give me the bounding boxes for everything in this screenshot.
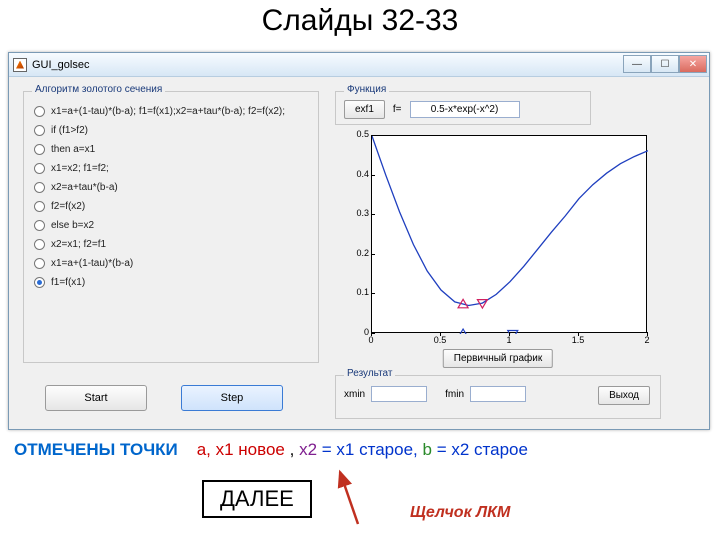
window-title: GUI_golsec <box>32 59 89 71</box>
exit-button[interactable]: Выход <box>598 386 650 405</box>
radio-icon <box>34 201 45 212</box>
algo-radio-2[interactable]: then a=x1 <box>34 144 308 155</box>
close-button[interactable]: ✕ <box>679 55 707 73</box>
ytick-label: 0.1 <box>339 287 369 297</box>
plot-area: Первичный график 00.10.20.30.40.500.511.… <box>335 131 661 367</box>
algo-radio-label: x1=a+(1-tau)*(b-a) <box>51 258 133 269</box>
algo-radio-8[interactable]: x1=a+(1-tau)*(b-a) <box>34 258 308 269</box>
function-panel: Функция exf1 f= 0.5-x*exp(-x^2) <box>335 91 591 125</box>
anno-prefix: ОТМЕЧЕНЫ ТОЧКИ <box>14 440 178 459</box>
anno-x1new: x1 новое <box>216 440 285 459</box>
radio-icon <box>34 182 45 193</box>
algo-radio-label: if (f1>f2) <box>51 125 88 136</box>
algo-radio-1[interactable]: if (f1>f2) <box>34 125 308 136</box>
anno-b: b <box>422 440 431 459</box>
ytick-label: 0.2 <box>339 248 369 258</box>
radio-icon <box>34 258 45 269</box>
minimize-button[interactable]: — <box>623 55 651 73</box>
function-expr-input[interactable]: 0.5-x*exp(-x^2) <box>410 101 520 118</box>
xmin-input[interactable] <box>371 386 427 402</box>
algo-radio-7[interactable]: x2=x1; f2=f1 <box>34 239 308 250</box>
matlab-icon <box>13 58 27 72</box>
algo-radio-4[interactable]: x2=a+tau*(b-a) <box>34 182 308 193</box>
ytick-label: 0.3 <box>339 208 369 218</box>
algo-radio-label: f1=f(x1) <box>51 277 85 288</box>
xtick-label: 2 <box>632 335 662 345</box>
ytick-label: 0.5 <box>339 129 369 139</box>
xtick-label: 1.5 <box>563 335 593 345</box>
start-button[interactable]: Start <box>45 385 147 411</box>
client-area: Алгоритм золотого сечения x1=a+(1-tau)*(… <box>9 77 709 429</box>
algo-radio-label: else b=x2 <box>51 220 94 231</box>
next-button[interactable]: ДАЛЕЕ <box>202 480 312 518</box>
algo-radio-6[interactable]: else b=x2 <box>34 220 308 231</box>
primary-plot-button[interactable]: Первичный график <box>443 349 553 368</box>
fmin-label: fmin <box>445 389 464 400</box>
result-legend: Результат <box>344 368 395 379</box>
click-lmb-label: Щелчок ЛКМ <box>410 504 510 522</box>
algo-radio-label: x1=x2; f1=f2; <box>51 163 109 174</box>
function-legend: Функция <box>344 84 389 95</box>
radio-icon <box>34 125 45 136</box>
axes <box>371 135 647 333</box>
algo-radio-label: x1=a+(1-tau)*(b-a); f1=f(x1);x2=a+tau*(b… <box>51 106 285 117</box>
xtick-label: 0.5 <box>425 335 455 345</box>
xtick-label: 0 <box>356 335 386 345</box>
radio-icon <box>34 239 45 250</box>
algo-radio-5[interactable]: f2=f(x2) <box>34 201 308 212</box>
titlebar: GUI_golsec — ☐ ✕ <box>9 53 709 77</box>
algo-radio-9[interactable]: f1=f(x1) <box>34 277 308 288</box>
result-panel: Результат xmin fmin Выход <box>335 375 661 419</box>
anno-x2: x2 <box>299 440 317 459</box>
exf1-button[interactable]: exf1 <box>344 100 385 119</box>
algo-radio-label: f2=f(x2) <box>51 201 85 212</box>
algo-radio-3[interactable]: x1=x2; f1=f2; <box>34 163 308 174</box>
radio-icon <box>34 277 45 288</box>
anno-eq: = x1 старое, <box>322 440 423 459</box>
slide-title: Слайды 32-33 <box>0 4 720 38</box>
xmin-label: xmin <box>344 389 365 400</box>
anno-rest: = x2 старое <box>437 440 528 459</box>
plot-svg <box>372 136 648 334</box>
f-label: f= <box>393 104 402 115</box>
app-window: GUI_golsec — ☐ ✕ Алгоритм золотого сечен… <box>8 52 710 430</box>
algorithm-legend: Алгоритм золотого сечения <box>32 84 165 95</box>
radio-icon <box>34 220 45 231</box>
algorithm-radio-list: x1=a+(1-tau)*(b-a); f1=f(x1);x2=a+tau*(b… <box>24 92 318 304</box>
radio-icon <box>34 106 45 117</box>
radio-icon <box>34 163 45 174</box>
radio-icon <box>34 144 45 155</box>
ytick-label: 0.4 <box>339 169 369 179</box>
algorithm-panel: Алгоритм золотого сечения x1=a+(1-tau)*(… <box>23 91 319 363</box>
algo-radio-label: then a=x1 <box>51 144 95 155</box>
step-button[interactable]: Step <box>181 385 283 411</box>
fmin-input[interactable] <box>470 386 526 402</box>
anno-a: a, <box>197 440 216 459</box>
maximize-button[interactable]: ☐ <box>651 55 679 73</box>
algo-radio-0[interactable]: x1=a+(1-tau)*(b-a); f1=f(x1);x2=a+tau*(b… <box>34 106 308 117</box>
algo-radio-label: x2=x1; f2=f1 <box>51 239 106 250</box>
xtick-label: 1 <box>494 335 524 345</box>
annotation-line: ОТМЕЧЕНЫ ТОЧКИ a, x1 новое , x2 = x1 ста… <box>14 440 528 460</box>
algo-radio-label: x2=a+tau*(b-a) <box>51 182 118 193</box>
window-controls: — ☐ ✕ <box>623 55 707 73</box>
